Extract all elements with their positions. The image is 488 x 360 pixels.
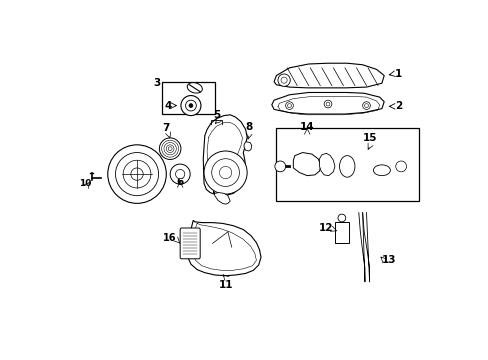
Bar xyxy=(334,222,348,243)
Circle shape xyxy=(277,74,290,86)
Circle shape xyxy=(219,166,231,179)
Circle shape xyxy=(211,159,239,186)
Polygon shape xyxy=(244,142,251,151)
Circle shape xyxy=(166,145,174,153)
Circle shape xyxy=(181,95,201,116)
Circle shape xyxy=(131,168,143,180)
Circle shape xyxy=(203,151,246,194)
Text: 1: 1 xyxy=(394,69,402,79)
Circle shape xyxy=(324,100,331,108)
Circle shape xyxy=(175,170,184,179)
Text: 7: 7 xyxy=(163,122,170,132)
Polygon shape xyxy=(187,220,261,276)
Text: 16: 16 xyxy=(163,233,176,243)
Circle shape xyxy=(185,100,196,111)
Text: 4: 4 xyxy=(164,100,171,111)
Text: 15: 15 xyxy=(363,133,377,143)
Text: 13: 13 xyxy=(381,255,396,265)
Polygon shape xyxy=(319,153,334,176)
Circle shape xyxy=(362,102,369,109)
Circle shape xyxy=(325,102,329,106)
Circle shape xyxy=(395,161,406,172)
Polygon shape xyxy=(271,93,384,114)
Text: 9: 9 xyxy=(133,186,141,195)
Polygon shape xyxy=(274,63,384,88)
Ellipse shape xyxy=(373,165,389,176)
Circle shape xyxy=(123,160,151,188)
Text: 3: 3 xyxy=(153,78,161,88)
Ellipse shape xyxy=(339,156,354,177)
Circle shape xyxy=(168,147,172,150)
Circle shape xyxy=(281,77,286,83)
Polygon shape xyxy=(293,153,321,176)
Text: 14: 14 xyxy=(299,122,314,132)
Ellipse shape xyxy=(187,83,202,93)
Text: 8: 8 xyxy=(245,122,253,132)
Text: 2: 2 xyxy=(394,101,402,111)
Circle shape xyxy=(107,145,166,203)
Circle shape xyxy=(162,140,178,157)
Text: 6: 6 xyxy=(176,177,183,187)
Text: 11: 11 xyxy=(219,280,233,291)
Circle shape xyxy=(287,104,291,108)
Circle shape xyxy=(364,104,367,108)
Text: 12: 12 xyxy=(318,223,333,233)
Circle shape xyxy=(163,143,176,155)
Circle shape xyxy=(189,104,192,108)
Circle shape xyxy=(285,102,293,109)
Circle shape xyxy=(115,153,158,196)
Text: 10: 10 xyxy=(79,179,91,188)
Polygon shape xyxy=(213,191,230,204)
Text: 5: 5 xyxy=(212,110,220,120)
Circle shape xyxy=(159,138,181,159)
Bar xyxy=(276,128,418,201)
Circle shape xyxy=(337,214,345,222)
Circle shape xyxy=(170,164,190,184)
Polygon shape xyxy=(203,115,246,195)
FancyBboxPatch shape xyxy=(180,228,200,259)
Bar xyxy=(162,82,214,114)
Circle shape xyxy=(274,161,285,172)
